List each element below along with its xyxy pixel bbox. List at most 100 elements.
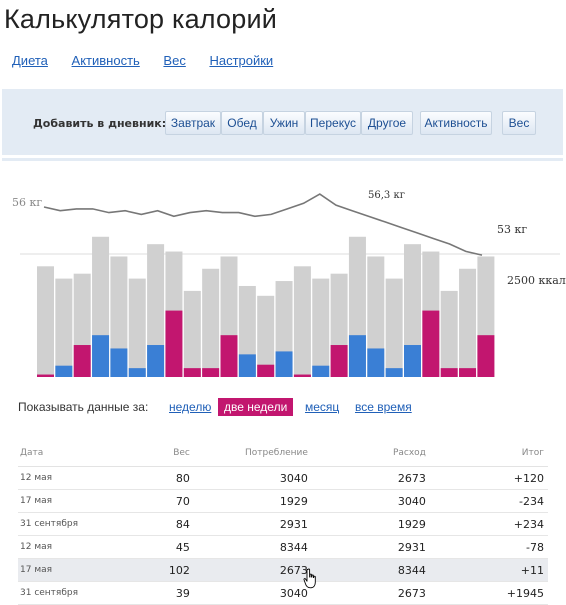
- row-result: -234: [427, 489, 548, 513]
- calorie-bar: [238, 285, 256, 377]
- row-intake: 8344: [191, 535, 310, 559]
- calorie-bar: [202, 268, 220, 377]
- calorie-bar-segment: [477, 335, 495, 377]
- hand-cursor-icon: [303, 568, 316, 589]
- calorie-bar: [110, 256, 128, 377]
- row-burn: 8344: [309, 558, 428, 582]
- row-result: +1945: [427, 581, 548, 605]
- nav-diet[interactable]: Диета: [12, 53, 48, 68]
- calorie-bar-segment: [348, 335, 366, 377]
- row-weight: 84: [120, 512, 192, 536]
- row-burn: 1929: [309, 512, 428, 536]
- nav-activity[interactable]: Активность: [71, 53, 140, 68]
- calorie-bar: [404, 244, 421, 377]
- calorie-bar: [183, 290, 201, 377]
- calorie-bar: [37, 266, 54, 377]
- calorie-bar-segment: [440, 368, 458, 377]
- nav-weight[interactable]: Вес: [163, 53, 186, 68]
- period-week[interactable]: неделю: [169, 400, 212, 414]
- period-two-weeks[interactable]: две недели: [218, 398, 294, 416]
- table-row[interactable]: 17 мая 70 1929 3040 -234: [18, 489, 548, 513]
- col-burn: Расход: [309, 440, 428, 467]
- row-date: 17 мая: [18, 558, 121, 582]
- calorie-bar-segment: [404, 345, 421, 377]
- calorie-bar-segment: [110, 348, 128, 377]
- weight-end-label: 53 кг: [497, 223, 527, 236]
- period-all-time[interactable]: все время: [355, 400, 412, 414]
- calorie-bar-segment: [128, 368, 146, 377]
- calorie-bar-segment: [459, 368, 477, 377]
- col-date: Дата: [18, 440, 121, 467]
- calorie-bar-segment: [238, 354, 256, 377]
- calorie-bar-segment: [312, 365, 330, 377]
- calorie-bar: [459, 268, 477, 377]
- calorie-bar-segment: [385, 368, 403, 377]
- calorie-bar: [128, 278, 146, 377]
- row-intake: 3040: [191, 466, 310, 490]
- calorie-reference-label: 2500 ккал: [507, 274, 566, 287]
- col-weight: Вес: [120, 440, 192, 467]
- row-weight: 102: [120, 558, 192, 582]
- calorie-weight-chart: 56 кг 56,3 кг 53 кг 2500 ккал: [12, 190, 566, 377]
- add-dinner-button[interactable]: Ужин: [263, 111, 305, 135]
- row-burn: 2673: [309, 581, 428, 605]
- add-activity-button[interactable]: Активность: [420, 111, 492, 135]
- calorie-bar: [293, 266, 311, 377]
- row-date: 12 мая: [18, 466, 121, 490]
- diary-toolbar: Добавить в дневник: Завтрак Обед Ужин Пе…: [2, 89, 563, 155]
- calorie-bar-segment: [422, 310, 440, 377]
- calorie-bar: [385, 278, 403, 377]
- period-selector: Показывать данные за: неделю две недели …: [18, 398, 412, 416]
- main-nav: Диета Активность Вес Настройки: [12, 53, 293, 68]
- period-month[interactable]: месяц: [305, 400, 340, 414]
- row-burn: 2931: [309, 535, 428, 559]
- calorie-bar-segment: [183, 368, 201, 377]
- calorie-bar-segment: [37, 374, 54, 377]
- add-breakfast-button[interactable]: Завтрак: [165, 111, 221, 135]
- add-other-button[interactable]: Другое: [361, 111, 413, 135]
- row-intake: 2931: [191, 512, 310, 536]
- row-burn: 2673: [309, 466, 428, 490]
- add-weight-button[interactable]: Вес: [502, 111, 536, 135]
- calorie-bar-segment: [367, 348, 385, 377]
- col-intake: Потребление: [191, 440, 310, 467]
- row-result: -78: [427, 535, 548, 559]
- table-row[interactable]: 31 сентября 39 3040 2673 +1945: [18, 581, 548, 605]
- calorie-bar-segment: [92, 335, 110, 377]
- row-date: 17 мая: [18, 489, 121, 513]
- table-row[interactable]: 17 мая 102 2673 8344 +11: [18, 558, 548, 582]
- calorie-bar-segment: [165, 310, 183, 377]
- calorie-bar: [147, 244, 165, 377]
- calorie-bar: [257, 295, 275, 377]
- diary-table: Дата Вес Потребление Расход Итог 12 мая 8…: [18, 440, 548, 605]
- row-weight: 39: [120, 581, 192, 605]
- row-date: 31 сентября: [18, 581, 121, 605]
- col-result: Итог: [427, 440, 548, 467]
- calorie-bar: [440, 290, 458, 377]
- add-snack-button[interactable]: Перекус: [305, 111, 361, 135]
- table-row[interactable]: 12 мая 45 8344 2931 -78: [18, 535, 548, 559]
- row-intake: 2673: [191, 558, 310, 582]
- row-intake: 1929: [191, 489, 310, 513]
- period-label: Показывать данные за:: [18, 400, 149, 414]
- calorie-bar-segment: [275, 351, 293, 377]
- calorie-bar-segment: [147, 345, 165, 377]
- diary-label: Добавить в дневник:: [33, 117, 167, 130]
- calorie-bar: [55, 278, 73, 377]
- calorie-bar-segment: [220, 335, 238, 377]
- table-row[interactable]: 31 сентября 84 2931 1929 +234: [18, 512, 548, 536]
- table-row[interactable]: 12 мая 80 3040 2673 +120: [18, 466, 548, 490]
- calorie-bar: [367, 256, 385, 377]
- row-weight: 80: [120, 466, 192, 490]
- weight-line: [43, 193, 483, 256]
- calorie-bar-segment: [202, 368, 220, 377]
- weight-start-label: 56 кг: [12, 196, 42, 209]
- add-lunch-button[interactable]: Обед: [221, 111, 263, 135]
- row-date: 31 сентября: [18, 512, 121, 536]
- table-header-row: Дата Вес Потребление Расход Итог: [18, 440, 548, 467]
- row-weight: 45: [120, 535, 192, 559]
- calorie-bar-segment: [330, 345, 348, 377]
- calorie-bar-segment: [55, 365, 73, 377]
- nav-settings[interactable]: Настройки: [209, 53, 274, 68]
- calorie-bar-segment: [293, 374, 311, 377]
